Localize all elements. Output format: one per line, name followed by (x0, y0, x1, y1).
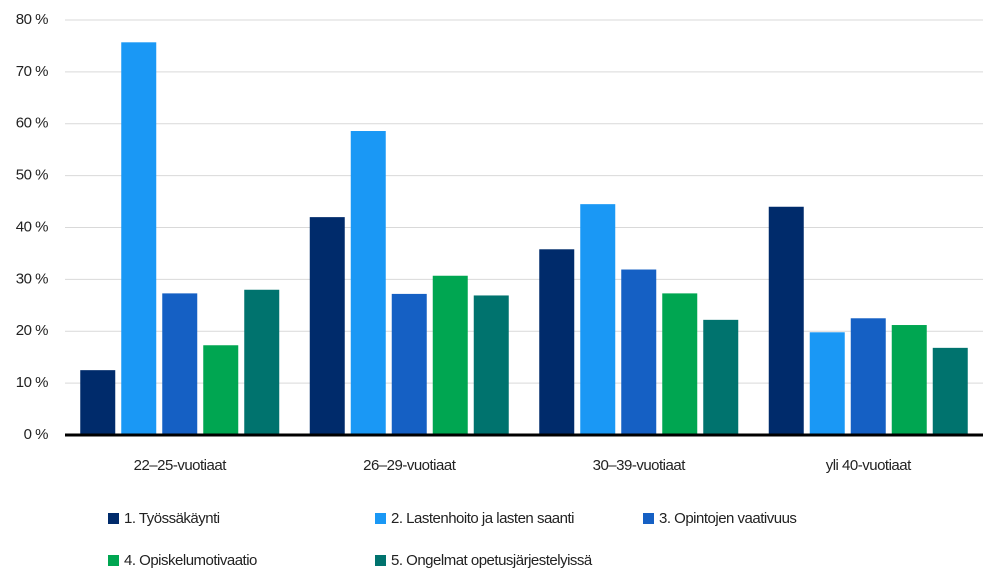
bar (703, 319, 739, 435)
y-tick-label: 40 % (16, 218, 48, 235)
y-tick-label: 0 % (24, 426, 49, 443)
y-tick-label: 50 % (16, 167, 48, 184)
bar (662, 293, 698, 435)
bar (162, 293, 198, 435)
x-tick-label: 30–39-vuotiaat (593, 457, 687, 474)
legend-label: 3. Opintojen vaativuus (659, 510, 796, 527)
legend-swatch (108, 555, 119, 566)
bar (473, 295, 509, 435)
legend-swatch (643, 513, 654, 524)
bar (768, 206, 804, 435)
legend-label: 2. Lastenhoito ja lasten saanti (391, 510, 574, 527)
bar (432, 275, 468, 435)
bar (809, 332, 845, 435)
bar (621, 269, 657, 435)
bar (203, 345, 239, 435)
legend-label: 4. Opiskelumotivaatio (124, 552, 257, 569)
bar (580, 204, 616, 435)
bar (850, 318, 886, 435)
legend-swatch (108, 513, 119, 524)
bar (309, 217, 345, 435)
bar (391, 293, 427, 435)
bar (539, 249, 575, 435)
legend-label: 1. Työssäkäynti (124, 510, 220, 527)
bar (891, 325, 927, 435)
legend-swatch (375, 513, 386, 524)
bar (244, 289, 280, 435)
x-tick-label: 26–29-vuotiaat (363, 457, 457, 474)
x-tick-label: yli 40-vuotiaat (826, 457, 912, 474)
y-tick-label: 80 % (16, 11, 48, 28)
y-tick-label: 30 % (16, 270, 48, 287)
y-tick-label: 20 % (16, 322, 48, 339)
y-tick-label: 70 % (16, 63, 48, 80)
bar (121, 42, 157, 436)
bar (350, 131, 386, 435)
bar (80, 370, 116, 435)
bar (932, 347, 968, 435)
legend-swatch (375, 555, 386, 566)
y-tick-label: 10 % (16, 374, 48, 391)
legend-label: 5. Ongelmat opetusjärjestelyissä (391, 552, 593, 569)
x-tick-label: 22–25-vuotiaat (134, 457, 228, 474)
y-tick-label: 60 % (16, 115, 48, 132)
